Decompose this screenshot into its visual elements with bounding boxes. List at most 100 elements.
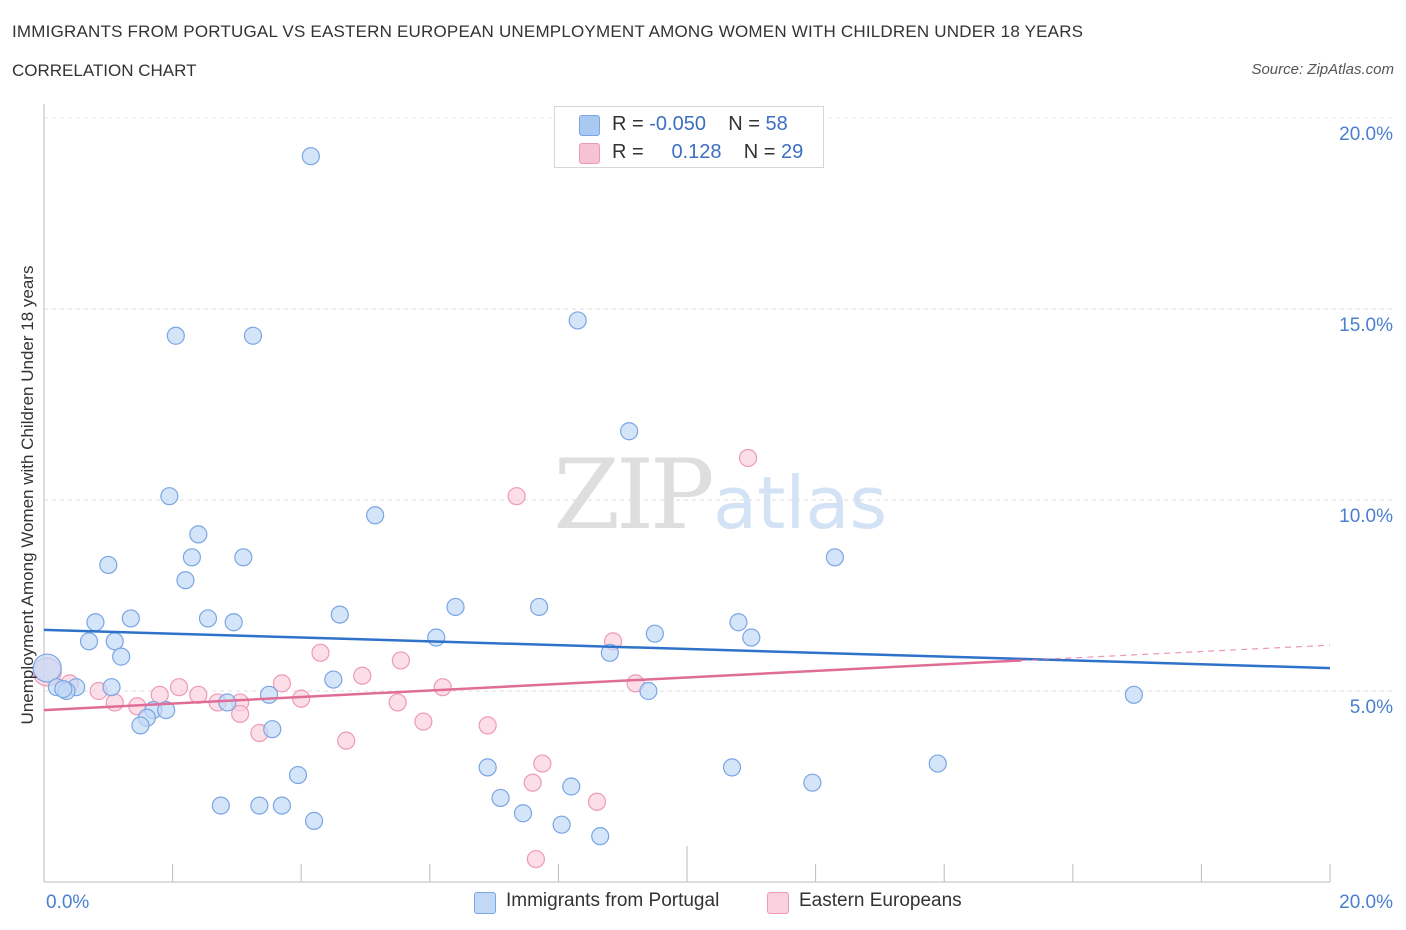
legend-r-value: -0.050 [649, 113, 706, 135]
trend-lines [43, 628, 1331, 712]
chart-source: Source: ZipAtlas.com [1251, 61, 1394, 78]
data-point [288, 765, 308, 785]
data-point [722, 758, 742, 777]
data-point [176, 571, 195, 590]
chart-subtitle: CORRELATION CHART [12, 61, 197, 80]
data-point [562, 777, 581, 796]
x-tick-labels: 0.0% 20.0% [46, 892, 1393, 913]
grid-lines [44, 117, 1392, 692]
data-point [427, 628, 446, 647]
data-point [32, 653, 62, 683]
y-tick-label: 10.0% [1339, 506, 1393, 527]
legend-label-portugal: Immigrants from Portugal [506, 890, 720, 911]
data-point [54, 679, 73, 699]
data-point [414, 712, 433, 731]
data-point [526, 849, 545, 869]
data-point [231, 704, 250, 724]
legend-r-label: R = [612, 113, 644, 135]
data-point [825, 548, 844, 567]
data-point [639, 681, 658, 701]
data-point [250, 796, 269, 815]
data-point [259, 685, 279, 704]
data-point [337, 731, 356, 750]
data-point [928, 754, 947, 773]
data-point [182, 548, 201, 567]
data-point [99, 555, 118, 575]
data-point [150, 685, 169, 704]
y-tick-label: 5.0% [1350, 697, 1393, 718]
data-point [433, 678, 452, 697]
data-point [330, 605, 349, 624]
legend-r-value: 0.128 [671, 141, 722, 163]
data-point [478, 716, 497, 735]
data-point [738, 448, 758, 468]
trend-line [43, 659, 1022, 712]
trend-line-extension [1021, 644, 1331, 662]
y-tick-label: 20.0% [1339, 124, 1393, 145]
x-tick-label: 0.0% [46, 892, 89, 913]
data-point [591, 827, 610, 846]
data-point [189, 525, 208, 544]
data-point [272, 674, 292, 693]
data-point [742, 628, 761, 647]
data-point [131, 716, 150, 735]
data-point [198, 609, 218, 628]
legend-n-value: 29 [781, 141, 804, 163]
data-point [112, 647, 131, 666]
data-point [234, 548, 253, 567]
data-point [324, 670, 343, 689]
data-point [620, 422, 639, 441]
data-point [366, 506, 385, 525]
legend-n-label: N = [743, 141, 776, 163]
y-tick-label: 15.0% [1339, 315, 1393, 336]
legend-label-eastern: Eastern Europeans [799, 890, 962, 911]
watermark-zip: ZIP [553, 439, 712, 551]
data-point [105, 632, 124, 651]
data-point [121, 609, 140, 628]
data-point [211, 796, 230, 815]
data-point [552, 815, 571, 834]
x-tick-label: 20.0% [1339, 892, 1393, 913]
data-point [587, 792, 607, 811]
data-point [86, 613, 105, 632]
data-point [105, 693, 124, 712]
data-point [224, 613, 243, 632]
axes [43, 104, 1331, 883]
data-point [513, 804, 533, 823]
chart-title: IMMIGRANTS FROM PORTUGAL VS EASTERN EURO… [12, 22, 1084, 41]
stats-legend: R = -0.050 N = 58 R = 0.128 N = 29 [554, 106, 824, 168]
data-point [79, 632, 99, 651]
data-point [803, 773, 822, 792]
data-point [304, 811, 324, 830]
data-point [263, 720, 282, 739]
data-point [102, 678, 121, 697]
legend-swatch-portugal [474, 892, 496, 914]
y-axis-label: Unemployment Among Women with Children U… [18, 266, 37, 725]
data-point [301, 147, 320, 166]
data-point [729, 613, 748, 632]
data-point [523, 773, 542, 792]
data-point [166, 326, 185, 345]
data-point [446, 597, 465, 617]
data-point [530, 597, 549, 617]
data-points [32, 147, 1143, 869]
legend-swatch-eastern [579, 143, 600, 164]
y-tick-labels: 5.0% 10.0% 15.0% 20.0% [1339, 124, 1393, 718]
data-point [645, 624, 664, 643]
data-point [243, 326, 263, 345]
data-point [507, 487, 526, 506]
watermark: ZIP atlas [553, 439, 887, 551]
data-point [491, 788, 510, 808]
data-point [353, 666, 372, 685]
watermark-atlas: atlas [713, 461, 887, 545]
data-point [600, 643, 619, 662]
data-point [478, 758, 497, 777]
legend-r-label: R = [612, 141, 644, 163]
data-point [311, 643, 330, 662]
data-point [218, 693, 237, 712]
data-point [292, 689, 311, 708]
data-point [272, 796, 292, 815]
trend-line [43, 628, 1331, 670]
legend-swatch-portugal [579, 115, 600, 136]
